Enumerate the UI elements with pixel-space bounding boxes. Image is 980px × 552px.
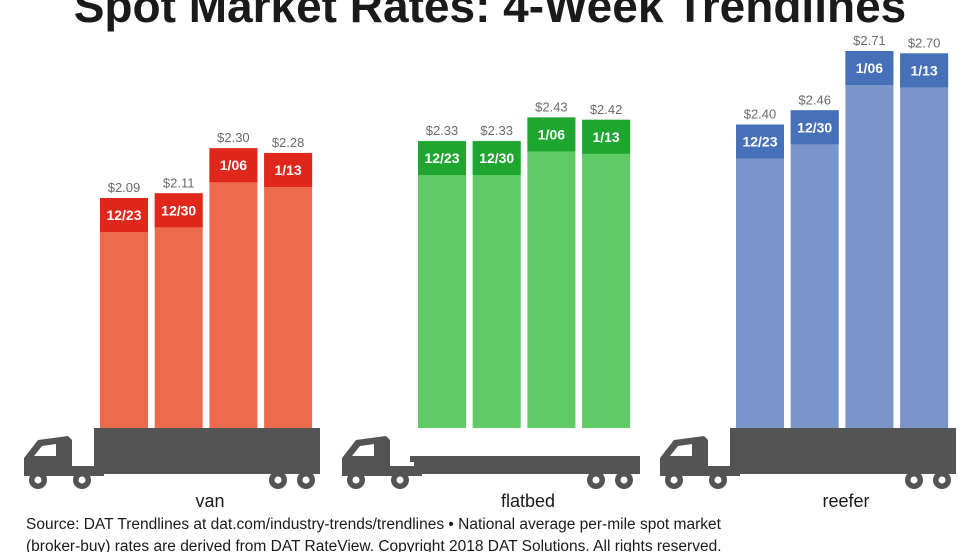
category-label-flatbed: flatbed [501,491,555,511]
value-label-van-4: $2.28 [272,135,305,150]
bar-flatbed-4 [582,119,631,429]
value-label-van-3: $2.30 [217,130,250,145]
value-label-reefer-2: $2.46 [798,92,831,107]
value-label-reefer-4: $2.70 [908,35,941,50]
bar-band-van-4 [264,152,313,187]
chart-groups: 12/23 $2.09 12/30 $2.11 1/06 $2.30 1/13 $2.28 va… [24,33,956,511]
bar-band-reefer-3 [845,50,894,85]
date-label-reefer-1: 12/23 [742,133,777,149]
bar-van-4 [264,152,313,429]
date-label-flatbed-1: 12/23 [424,150,459,166]
category-label-reefer: reefer [822,491,869,511]
truck-cab-icon [342,436,640,489]
bar-flatbed-1 [418,141,466,428]
date-label-van-3: 1/06 [220,157,247,173]
date-label-reefer-4: 1/13 [910,62,937,78]
date-label-flatbed-2: 12/30 [479,150,514,166]
bar-band-van-1 [100,198,148,232]
bar-van-2 [154,193,203,428]
value-label-van-1: $2.09 [108,180,141,195]
source-note-line-2: (broker-buy) rates are derived from DAT … [26,538,722,552]
bar-reefer-4 [900,53,949,429]
source-note-line-1: Source: DAT Trendlines at dat.com/indust… [26,516,722,533]
bar-band-reefer-1 [736,124,784,159]
value-label-flatbed-3: $2.43 [535,99,568,114]
date-label-flatbed-4: 1/13 [592,129,619,145]
category-label-van: van [195,491,224,511]
date-label-van-2: 12/30 [161,202,196,218]
date-label-van-1: 12/23 [106,207,141,223]
value-label-reefer-3: $2.71 [853,33,886,48]
bar-band-flatbed-3 [527,117,576,152]
bar-van-1 [100,198,148,428]
bar-band-flatbed-2 [472,141,521,176]
bar-flatbed-2 [472,141,521,428]
truck-cab-icon [24,428,320,489]
date-label-van-4: 1/13 [274,162,301,178]
bar-van-3 [209,148,258,429]
bar-band-van-3 [209,148,258,183]
chart-title: Spot Market Rates: 4-Week Trendlines [74,0,907,32]
group-van: 12/23 $2.09 12/30 $2.11 1/06 $2.30 1/13 $2.28 va… [24,130,320,511]
bar-flatbed-3 [527,117,576,429]
value-label-flatbed-1: $2.33 [426,123,459,138]
date-label-reefer-3: 1/06 [856,60,883,76]
bar-band-reefer-2 [790,110,839,145]
bar-reefer-3 [845,50,894,429]
date-label-reefer-2: 12/30 [797,119,832,135]
value-label-flatbed-2: $2.33 [480,123,513,138]
value-label-flatbed-4: $2.42 [590,102,623,117]
bar-reefer-2 [790,110,839,428]
value-label-reefer-1: $2.40 [744,106,777,121]
bar-band-reefer-4 [900,53,949,88]
date-label-flatbed-3: 1/06 [538,126,565,142]
truck-cab-icon [660,428,956,489]
value-label-van-2: $2.11 [163,175,195,190]
bar-reefer-1 [736,124,784,429]
group-reefer: 12/23 $2.40 12/30 $2.46 1/06 $2.71 1/13 $2.70 re… [660,33,956,511]
bar-band-flatbed-4 [582,119,631,154]
bar-band-van-2 [154,193,203,228]
bar-band-flatbed-1 [418,141,466,176]
group-flatbed: 12/23 $2.33 12/30 $2.33 1/06 $2.43 1/13 $2.42 fl… [342,99,640,511]
